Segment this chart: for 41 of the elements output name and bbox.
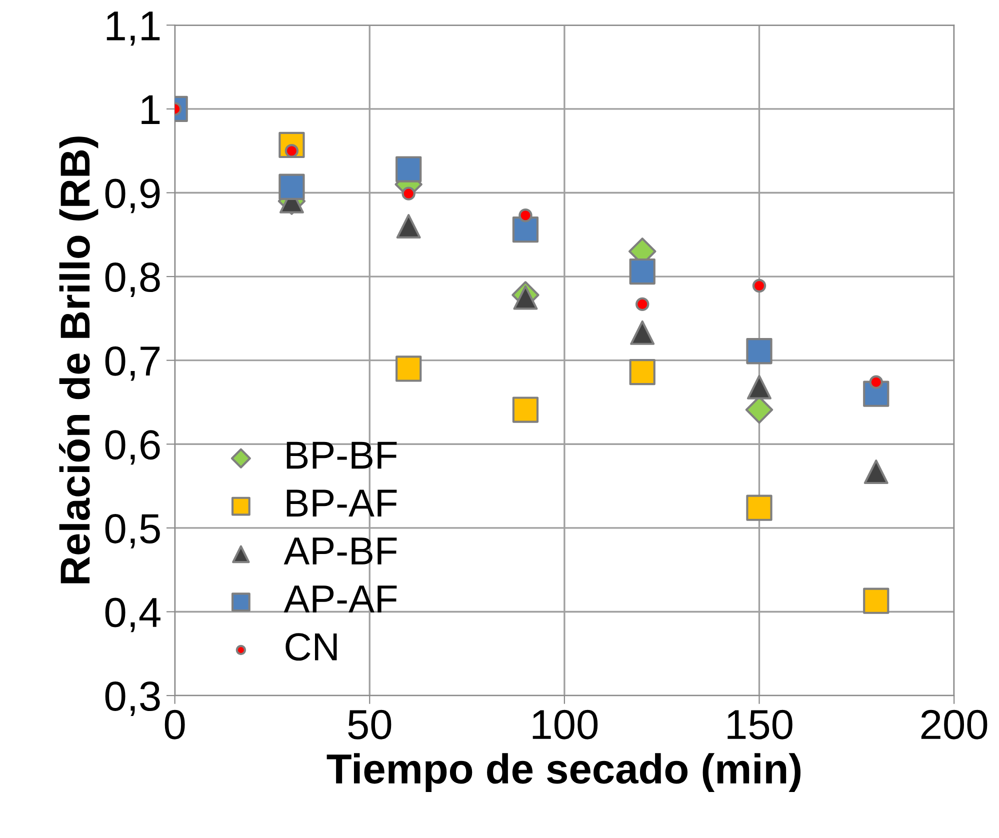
point <box>636 297 650 312</box>
x-tick-label: 150 <box>728 710 792 740</box>
x-tick-label: 200 <box>921 710 988 740</box>
y-tick-label: 0,4 <box>105 598 160 632</box>
legend-label: CN <box>286 633 337 661</box>
legend-label: BP-AF <box>286 490 397 516</box>
y-tick-label: 0,6 <box>105 430 160 465</box>
y-tick-label: 1 <box>142 95 160 124</box>
point <box>513 285 538 310</box>
point <box>864 460 888 484</box>
x-tick-label: 100 <box>532 710 598 740</box>
x-tick-label: 50 <box>348 710 392 740</box>
point <box>752 278 766 293</box>
point <box>396 156 422 182</box>
point <box>746 494 772 521</box>
legend-label: AP-AF <box>284 586 397 612</box>
point <box>512 396 539 423</box>
point <box>512 216 539 243</box>
y-tick-label: 1,1 <box>106 12 160 46</box>
y-tick-label: 0,5 <box>105 514 160 548</box>
point <box>396 356 422 382</box>
point <box>746 338 772 364</box>
point <box>518 208 532 222</box>
point <box>747 374 772 400</box>
point <box>278 174 305 200</box>
point <box>402 186 416 200</box>
point <box>629 359 656 386</box>
legend-label: BP-BF <box>286 442 397 469</box>
x-axis-title: Tiempo de secado (min) <box>326 753 800 792</box>
point <box>630 320 655 345</box>
point <box>629 258 656 285</box>
point <box>869 375 883 389</box>
point <box>863 588 890 614</box>
x-tick-label: 0 <box>164 710 185 740</box>
y-tick-label: 0,3 <box>105 682 160 716</box>
point <box>396 214 421 238</box>
y-tick-label: 0,9 <box>105 178 160 214</box>
y-tick-label: 0,7 <box>105 346 160 381</box>
y-axis-title: Relación de Brillo (RB) <box>58 136 98 584</box>
y-tick-label: 0,8 <box>105 262 160 297</box>
legend-label: AP-BF <box>284 538 397 564</box>
